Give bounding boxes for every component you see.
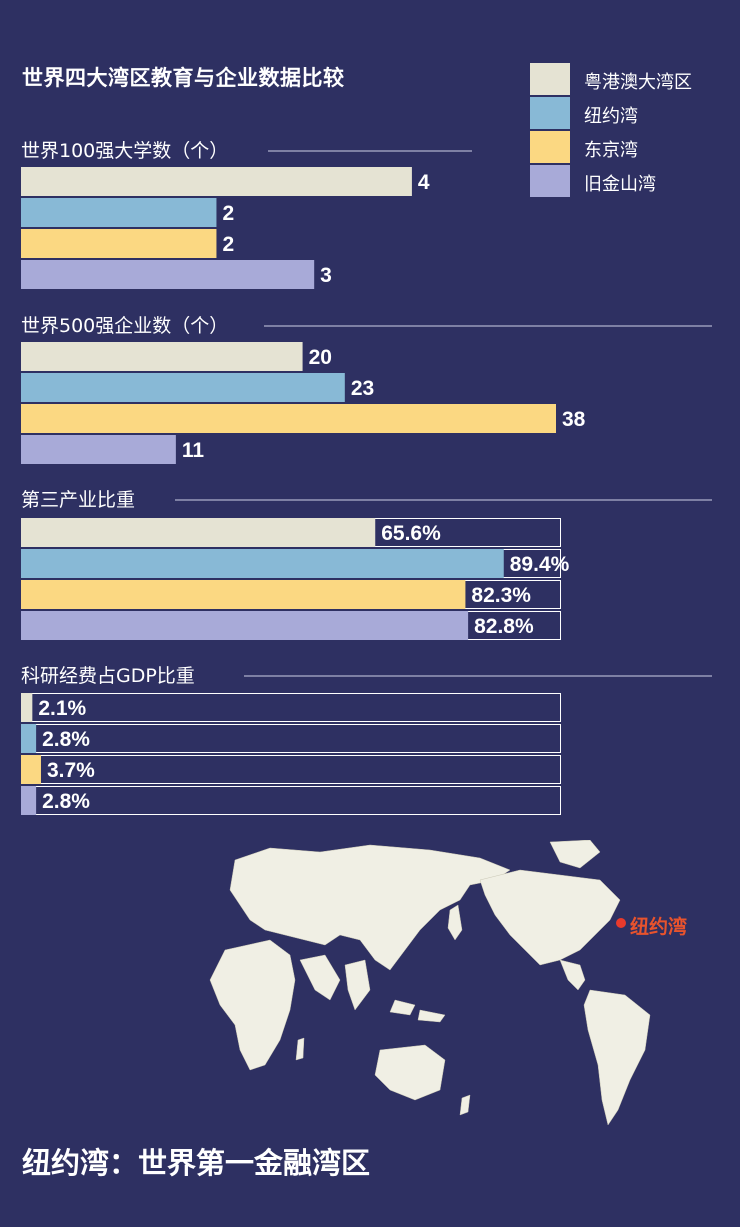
bar-value-label: 11 <box>182 439 205 462</box>
legend-swatch <box>530 63 570 95</box>
footer-title: 纽约湾：世界第一金融湾区 <box>22 1146 371 1180</box>
bar-track <box>21 724 561 753</box>
bar-value-label: 82.8% <box>474 615 534 638</box>
panel-title: 世界500强企业数（个） <box>21 315 228 337</box>
bar <box>21 611 469 640</box>
bar <box>21 342 303 371</box>
bar <box>21 260 315 289</box>
bar-value-label: 65.6% <box>381 522 441 545</box>
bar <box>21 435 176 464</box>
bar <box>21 786 37 815</box>
bar-value-label: 23 <box>351 377 374 400</box>
legend-label: 粤港澳大湾区 <box>584 72 692 93</box>
bar <box>21 580 466 609</box>
bar-value-label: 89.4% <box>510 553 570 576</box>
world-map <box>140 839 710 1140</box>
legend-swatch <box>530 165 570 197</box>
bar-chart: 世界100强大学数（个）4223世界500强企业数（个）20233811第三产业… <box>21 140 712 815</box>
bar <box>21 755 41 784</box>
bar-value-label: 2 <box>222 233 234 256</box>
panel-title: 世界100强大学数（个） <box>21 140 228 162</box>
bar-track <box>21 786 561 815</box>
chart-title: 世界四大湾区教育与企业数据比较 <box>22 66 345 90</box>
bar-value-label: 2.8% <box>42 790 90 813</box>
panel-title: 第三产业比重 <box>21 489 135 511</box>
map-marker <box>616 918 626 928</box>
bar-value-label: 38 <box>562 408 586 431</box>
map-marker-label: 纽约湾 <box>630 916 688 938</box>
bar <box>21 229 217 258</box>
bar-value-label: 3.7% <box>47 759 95 782</box>
bar-value-label: 4 <box>418 171 430 194</box>
legend-label: 东京湾 <box>584 140 638 161</box>
bar <box>21 373 345 402</box>
bar-value-label: 2.8% <box>42 728 90 751</box>
bar <box>21 404 556 433</box>
bar-value-label: 3 <box>320 264 332 287</box>
world-map-graphic <box>209 839 651 1126</box>
bar-track <box>21 693 561 722</box>
panel-title: 科研经费占GDP比重 <box>21 665 195 687</box>
bar-track <box>21 755 561 784</box>
bar-value-label: 2 <box>222 202 234 225</box>
legend-label: 纽约湾 <box>584 106 638 127</box>
bar-value-label: 20 <box>309 346 332 369</box>
legend-swatch <box>530 131 570 163</box>
bar <box>21 693 33 722</box>
bar <box>21 724 37 753</box>
bar-value-label: 2.1% <box>38 697 86 720</box>
bar <box>21 167 412 196</box>
bar <box>21 549 504 578</box>
bar-value-label: 82.3% <box>471 584 531 607</box>
legend-label: 旧金山湾 <box>584 174 656 195</box>
legend-swatch <box>530 97 570 129</box>
bar <box>21 518 376 547</box>
bar <box>21 198 217 227</box>
